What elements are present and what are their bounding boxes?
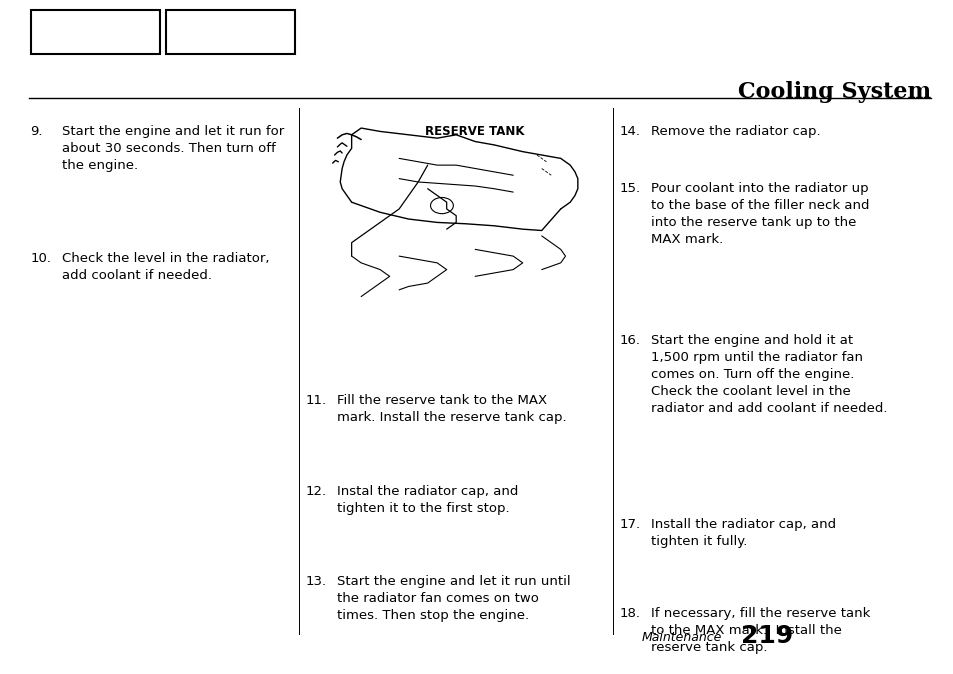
- Text: 14.: 14.: [619, 125, 640, 137]
- FancyBboxPatch shape: [166, 10, 294, 54]
- Text: 13.: 13.: [306, 575, 327, 588]
- Text: If necessary, fill the reserve tank
to the MAX mark.  Install the
reserve tank c: If necessary, fill the reserve tank to t…: [650, 607, 869, 654]
- FancyBboxPatch shape: [31, 10, 159, 54]
- Text: 17.: 17.: [619, 518, 640, 531]
- Text: Fill the reserve tank to the MAX
mark. Install the reserve tank cap.: Fill the reserve tank to the MAX mark. I…: [337, 394, 566, 425]
- Text: Check the level in the radiator,
add coolant if needed.: Check the level in the radiator, add coo…: [62, 252, 269, 282]
- Text: Maintenance: Maintenance: [641, 631, 721, 644]
- Text: 11.: 11.: [306, 394, 327, 407]
- Text: Start the engine and let it run for
about 30 seconds. Then turn off
the engine.: Start the engine and let it run for abou…: [62, 125, 284, 172]
- Text: Remove the radiator cap.: Remove the radiator cap.: [650, 125, 820, 137]
- Text: 15.: 15.: [619, 182, 640, 195]
- Text: 16.: 16.: [619, 334, 640, 347]
- Text: 18.: 18.: [619, 607, 640, 620]
- Text: RESERVE TANK: RESERVE TANK: [425, 125, 524, 137]
- Text: Start the engine and hold it at
1,500 rpm until the radiator fan
comes on. Turn : Start the engine and hold it at 1,500 rp…: [650, 334, 886, 415]
- Text: 12.: 12.: [306, 485, 327, 497]
- Text: Install the radiator cap, and
tighten it fully.: Install the radiator cap, and tighten it…: [650, 518, 835, 549]
- Text: 10.: 10.: [30, 252, 51, 265]
- Text: Start the engine and let it run until
the radiator fan comes on two
times. Then : Start the engine and let it run until th…: [337, 575, 571, 622]
- Text: 9.: 9.: [30, 125, 43, 137]
- Bar: [309, 118, 603, 384]
- Text: 219: 219: [740, 624, 793, 648]
- Text: Pour coolant into the radiator up
to the base of the filler neck and
into the re: Pour coolant into the radiator up to the…: [650, 182, 868, 246]
- Text: Cooling System: Cooling System: [738, 81, 930, 103]
- Text: Instal the radiator cap, and
tighten it to the first stop.: Instal the radiator cap, and tighten it …: [337, 485, 518, 515]
